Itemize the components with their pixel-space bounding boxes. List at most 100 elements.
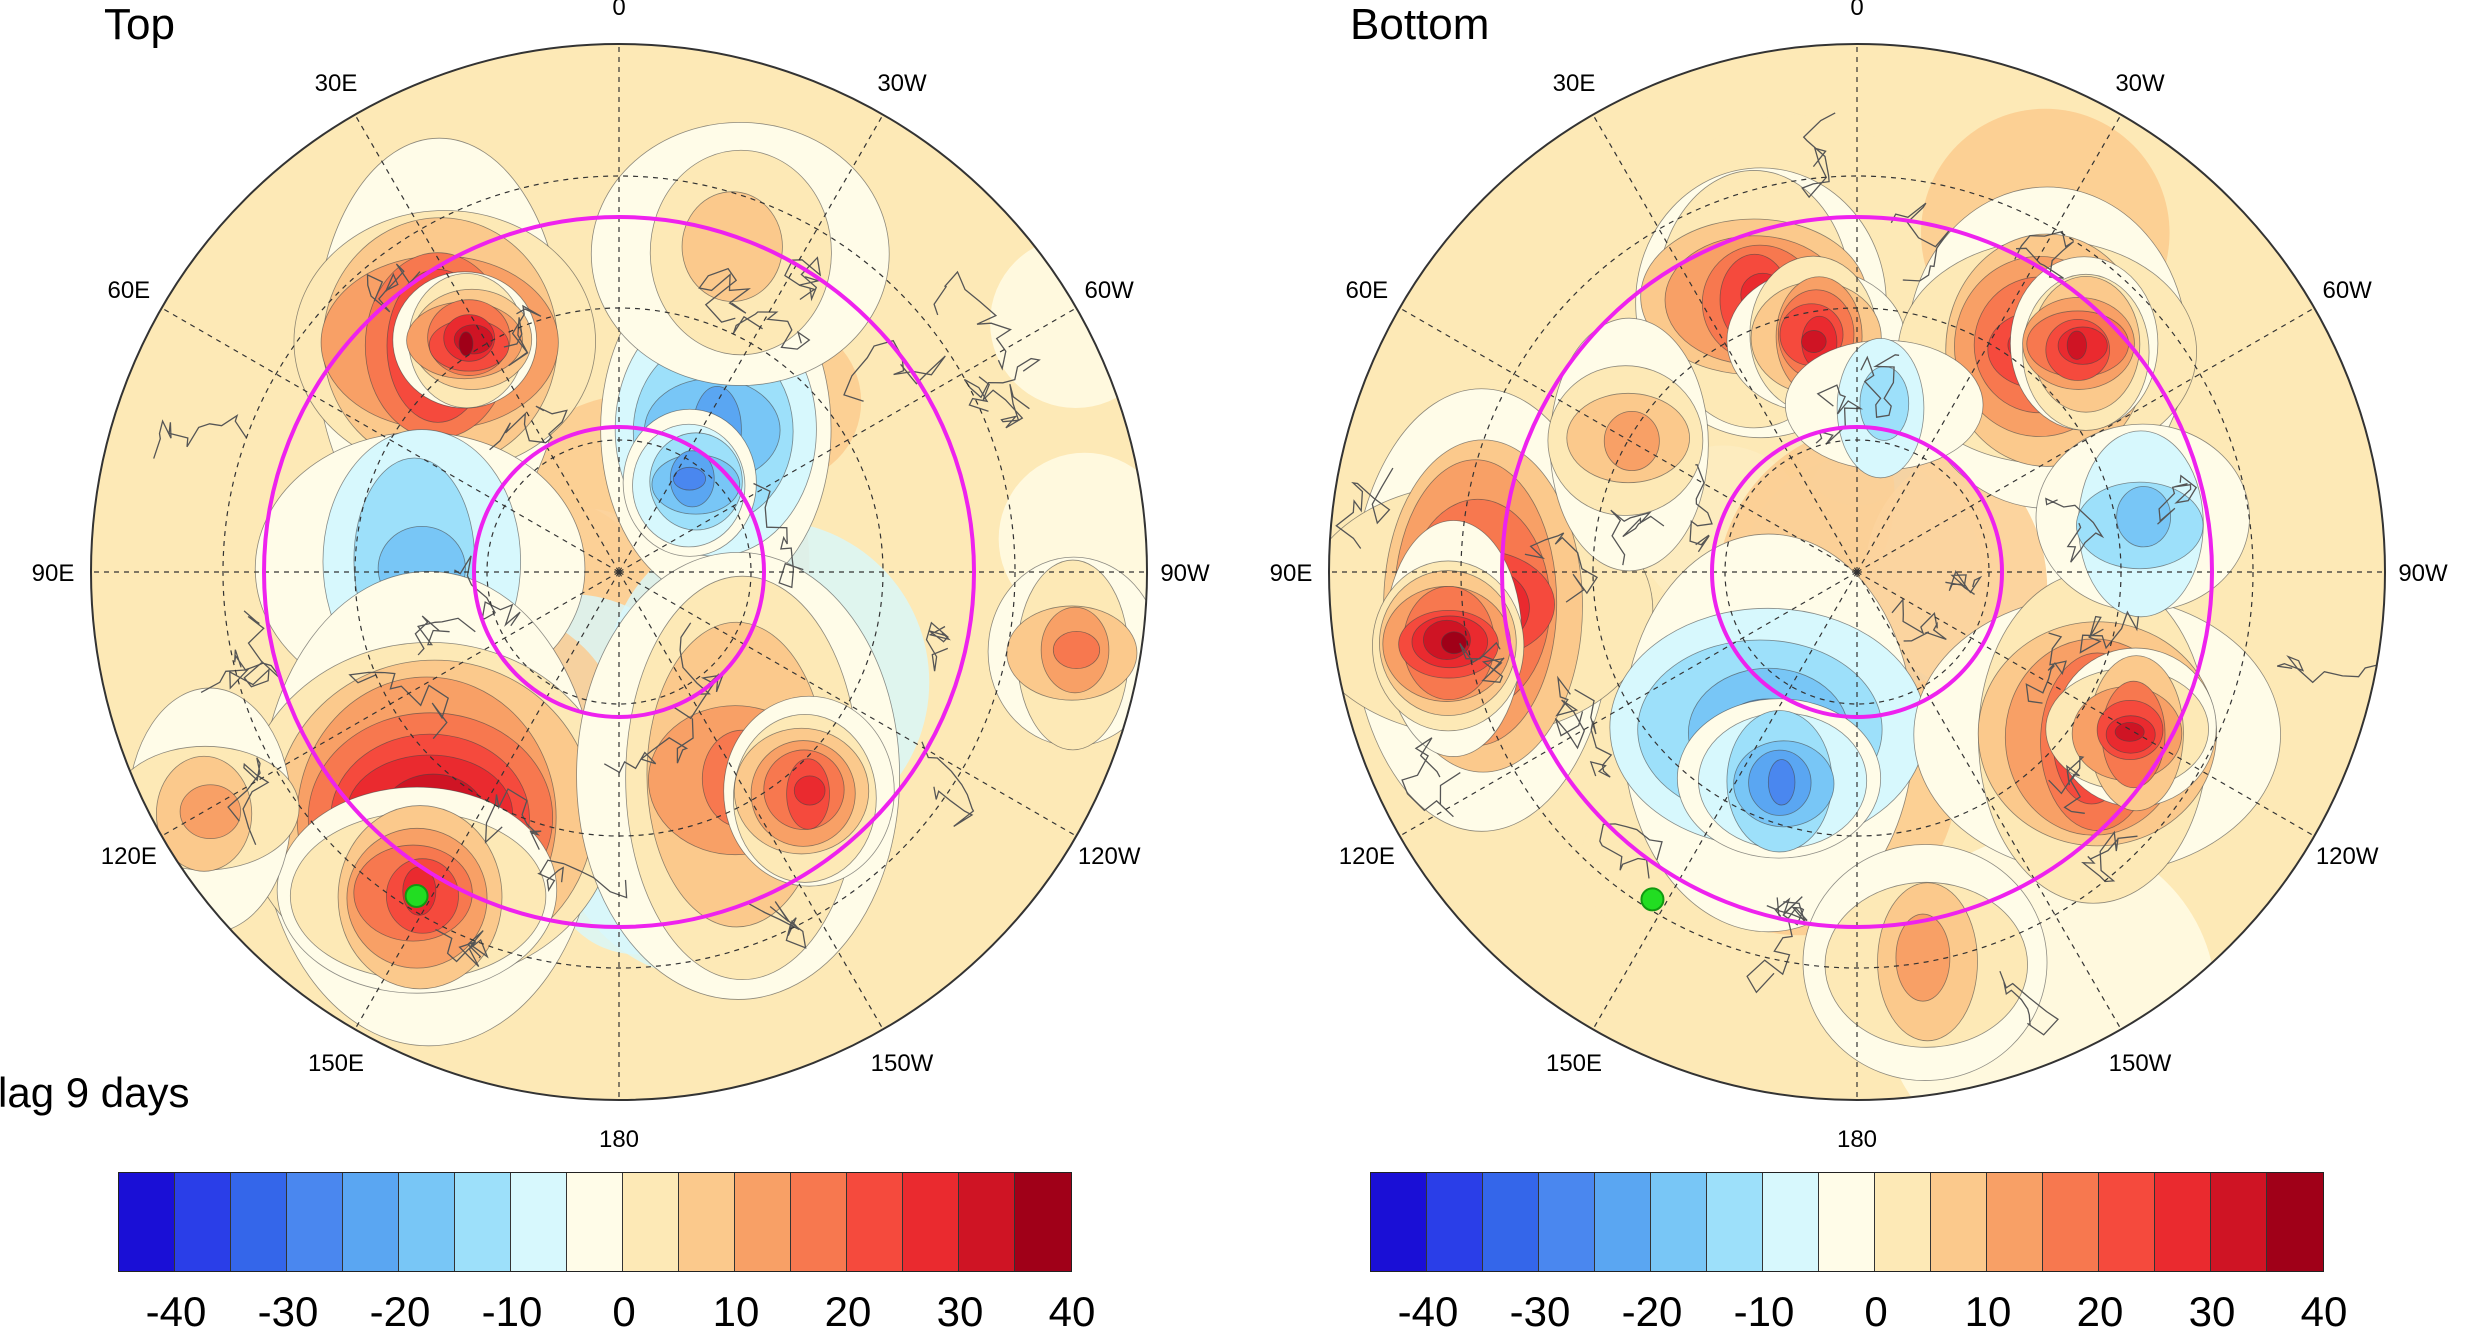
coastline xyxy=(537,859,628,899)
colorbar-cell xyxy=(903,1173,959,1271)
contour-band xyxy=(1895,913,1951,1002)
coastline xyxy=(503,304,542,367)
coastline xyxy=(1689,463,1713,553)
coastline xyxy=(732,311,811,350)
coastline xyxy=(746,901,807,949)
lag-label: lag 9 days xyxy=(0,1069,190,1116)
panel-top: Top 0 30W 60W 90W 120W 150W 180 150E 120E 90E 60E 3… xyxy=(0,0,1238,1335)
colorbar-tick-label: 10 xyxy=(712,1288,760,1335)
panel-title: Top xyxy=(104,0,175,49)
colorbar-cell xyxy=(2267,1173,2323,1271)
colorbar-cell xyxy=(1763,1173,1819,1271)
coastline xyxy=(963,357,1041,412)
colorbar-tick-label: -10 xyxy=(1733,1288,1795,1335)
coastline xyxy=(489,405,568,451)
coastline xyxy=(1999,970,2059,1036)
meridian-line xyxy=(618,307,1077,573)
longitude-label: 60E xyxy=(1345,277,1388,304)
meridian-line xyxy=(1856,307,2315,573)
contour-band xyxy=(1767,759,1796,806)
meridian-line xyxy=(1592,114,1858,573)
reference-point-marker xyxy=(1640,887,1665,912)
latitude-line xyxy=(1460,175,2254,969)
colorbar-tick-label: -10 xyxy=(481,1288,543,1335)
colorbar-tick-label: 40 xyxy=(1048,1288,1096,1335)
contour-band xyxy=(1603,410,1660,471)
longitude-label: 90W xyxy=(2398,560,2448,587)
latitude-line xyxy=(222,175,1016,969)
meridian-line xyxy=(161,307,620,573)
colorbar-cell xyxy=(1875,1173,1931,1271)
contour-band xyxy=(1801,330,1827,353)
colorbar-cell xyxy=(1987,1173,2043,1271)
contour-band xyxy=(458,331,474,357)
longitude-label: 180 xyxy=(1837,1126,1877,1150)
coastline xyxy=(784,256,822,302)
contour-band xyxy=(2066,330,2087,360)
coastline xyxy=(454,555,521,627)
coastline xyxy=(1860,354,1900,418)
colorbar-tick-label: -40 xyxy=(1397,1288,1459,1335)
map-border xyxy=(1328,43,2386,1101)
colorbar-cell xyxy=(175,1173,231,1271)
coastline xyxy=(673,622,724,720)
longitude-label: 90W xyxy=(1160,560,1210,587)
coastline xyxy=(933,270,1012,371)
meridian-line xyxy=(618,114,884,573)
coastline xyxy=(153,414,247,459)
longitude-label: 120W xyxy=(2316,843,2379,870)
coastline xyxy=(1459,641,1505,683)
coastline xyxy=(925,621,951,672)
panel-title: Bottom xyxy=(1350,0,1490,49)
colorbar-tick-label: -30 xyxy=(1509,1288,1571,1335)
coastline xyxy=(978,376,1030,429)
colorbar-cell xyxy=(119,1173,175,1271)
longitude-label: 30W xyxy=(877,70,927,97)
coastline xyxy=(2157,474,2198,525)
colorbar-cell xyxy=(231,1173,287,1271)
contour-band xyxy=(793,775,826,806)
anomaly-patch xyxy=(990,236,1147,408)
polar-map-top: 0 30W 60W 90W 120W 150W 180 150E 120E 90E 60E 30E xyxy=(32,0,1210,1150)
longitude-label: 60W xyxy=(2322,277,2372,304)
meridian-line xyxy=(354,571,620,1030)
outer-reference-circle xyxy=(1500,215,2214,929)
colorbar-cell xyxy=(1707,1173,1763,1271)
colorbar-tick-label: -40 xyxy=(145,1288,207,1335)
longitude-label: 30E xyxy=(1553,70,1596,97)
longitude-label: 150E xyxy=(1546,1050,1602,1077)
longitude-label: 60E xyxy=(107,277,150,304)
meridian-line xyxy=(1856,114,2122,573)
longitude-label: 30E xyxy=(315,70,358,97)
colorbar-cell xyxy=(679,1173,735,1271)
colorbar-cell xyxy=(511,1173,567,1271)
longitude-label: 0 xyxy=(612,0,625,21)
colorbar-tick-label: 10 xyxy=(1964,1288,2012,1335)
coastline xyxy=(2025,632,2067,704)
meridian-line xyxy=(618,571,1077,837)
coastline xyxy=(603,718,694,774)
contour-band xyxy=(1440,631,1467,655)
colorbar-cell xyxy=(399,1173,455,1271)
contour-band xyxy=(681,191,783,302)
longitude-label: 90E xyxy=(1270,560,1313,587)
colorbar-tick-label: -30 xyxy=(257,1288,319,1335)
meridian-line xyxy=(618,571,884,1030)
colorbar-cell xyxy=(959,1173,1015,1271)
colorbar-tick-label: 0 xyxy=(1864,1288,1888,1335)
coastline xyxy=(1890,202,1951,282)
colorbar-tick-label: 30 xyxy=(2188,1288,2236,1335)
longitude-label: 150W xyxy=(2109,1050,2172,1077)
colorbar-cell xyxy=(2043,1173,2099,1271)
coastline xyxy=(1335,467,1394,549)
coastline xyxy=(1401,737,1461,818)
colorbar-cell xyxy=(1427,1173,1483,1271)
colorbar-ticks: -40 -30 -20 -10 0 10 20 30 40 xyxy=(1370,1288,2386,1336)
colorbar-tick-label: -20 xyxy=(369,1288,431,1335)
colorbar-cell xyxy=(623,1173,679,1271)
longitude-label: 30W xyxy=(2115,70,2165,97)
coastline xyxy=(229,649,270,690)
colorbar-cell xyxy=(1651,1173,1707,1271)
colorbar-cell xyxy=(2155,1173,2211,1271)
colorbar-tick-label: -20 xyxy=(1621,1288,1683,1335)
